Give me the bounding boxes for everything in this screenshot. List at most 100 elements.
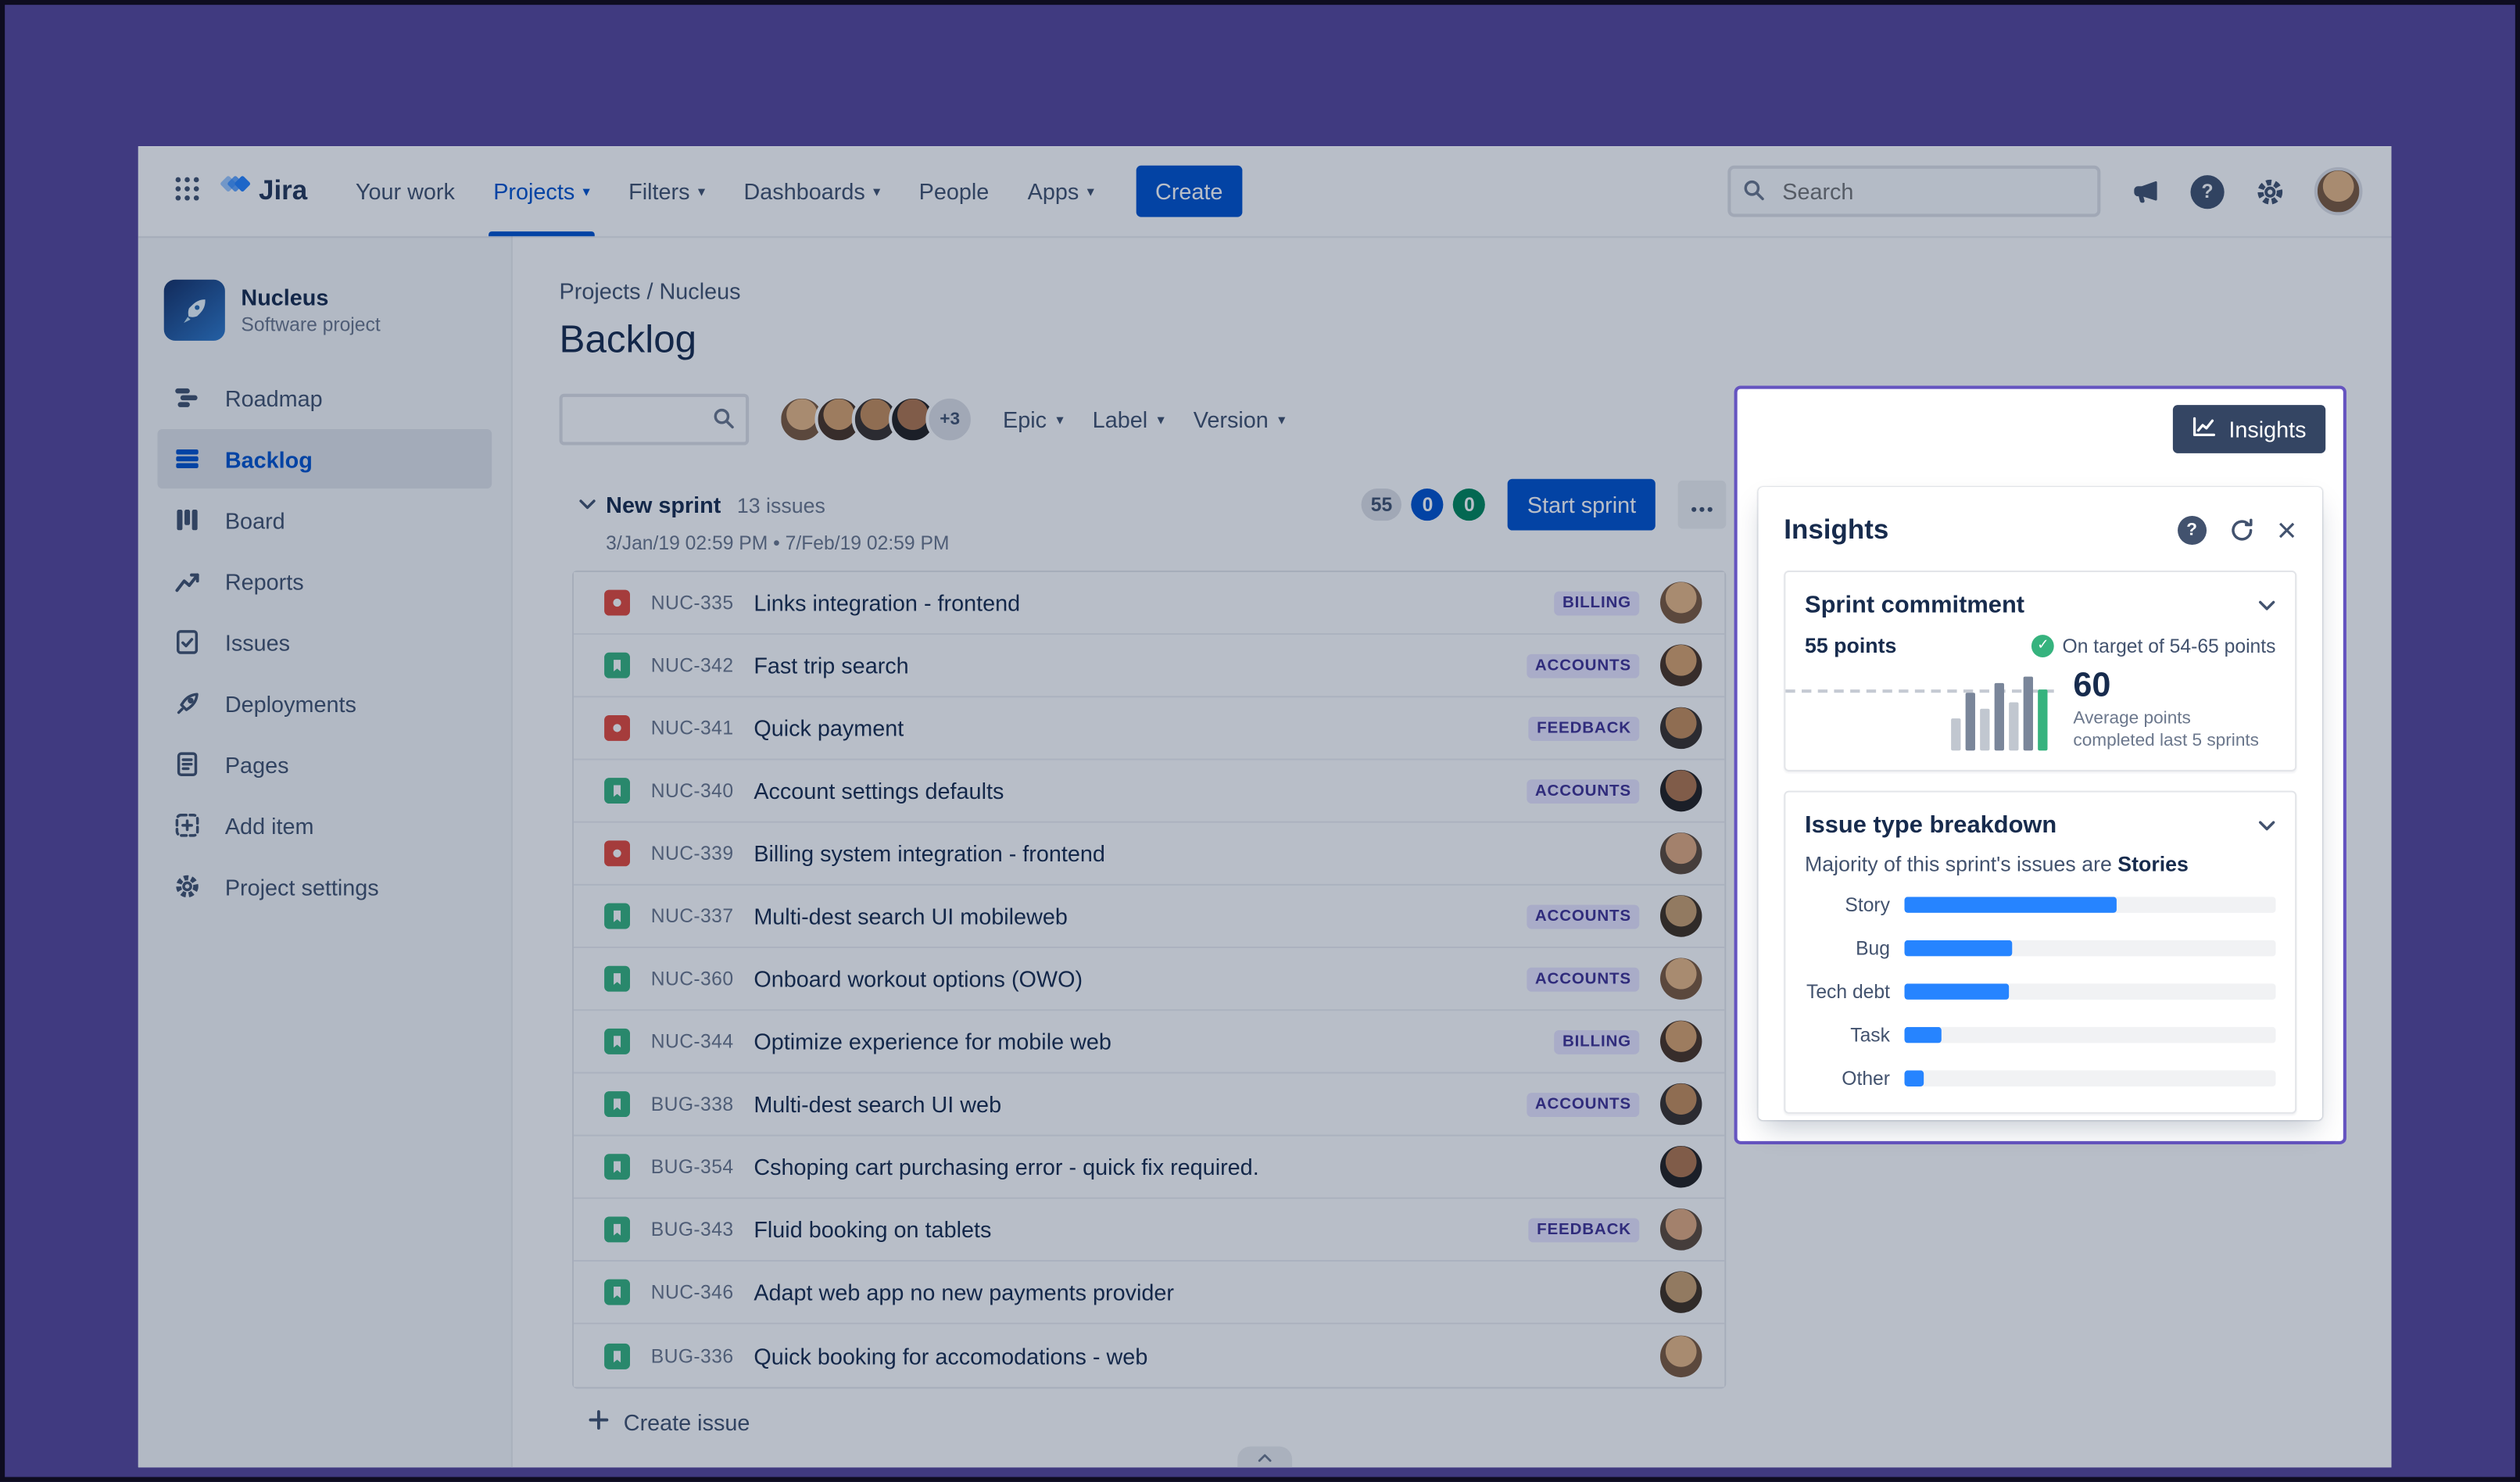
create-issue-button[interactable]: Create issue xyxy=(589,1409,1727,1435)
issue-row[interactable]: BUG-354 Cshoping cart purchasing error -… xyxy=(574,1136,1725,1199)
issue-row[interactable]: NUC-341 Quick payment FEEDBACK xyxy=(574,697,1725,761)
project-sidebar: Nucleus Software project Roadmap Backlog B… xyxy=(138,236,513,1468)
sprint-chart-target-line xyxy=(1785,689,2054,693)
breakdown-track xyxy=(1904,940,2276,957)
issue-key: NUC-337 xyxy=(650,904,734,928)
top-navbar: Jira Your work Projects ▾ Filters ▾ Dashboard… xyxy=(138,146,2392,237)
sidebar-item-backlog[interactable]: Backlog xyxy=(157,428,492,489)
assignee-avatar[interactable] xyxy=(1659,1208,1702,1251)
sprint-chart-bar xyxy=(1980,708,1990,751)
breadcrumb[interactable]: Projects / Nucleus xyxy=(559,277,741,304)
chart-icon xyxy=(2192,417,2216,442)
issue-row[interactable]: NUC-337 Multi-dest search UI mobileweb A… xyxy=(574,885,1725,949)
help-icon[interactable]: ? xyxy=(2177,516,2207,546)
issue-key: NUC-341 xyxy=(650,717,734,739)
nav-item-people[interactable]: People xyxy=(900,146,1008,236)
sprint-more-button[interactable] xyxy=(1677,480,1727,529)
help-icon[interactable]: ? xyxy=(2190,174,2225,209)
assignee-avatar[interactable] xyxy=(1659,769,1702,812)
issue-row[interactable]: NUC-344 Optimize experience for mobile w… xyxy=(574,1011,1725,1074)
refresh-icon[interactable] xyxy=(2228,517,2254,543)
nav-item-projects[interactable]: Projects ▾ xyxy=(474,146,610,237)
assignee-avatar[interactable] xyxy=(1659,644,1702,686)
app-switcher-button[interactable] xyxy=(161,166,213,217)
issue-key: BUG-343 xyxy=(650,1218,734,1241)
chevron-down-icon: ▾ xyxy=(1086,182,1094,199)
sidebar-item-pages[interactable]: Pages xyxy=(157,735,492,794)
assignee-avatar[interactable] xyxy=(1659,1271,1702,1313)
breakdown-row: Other xyxy=(1805,1067,2276,1090)
chevron-down-icon[interactable] xyxy=(2258,599,2276,611)
global-search-input[interactable] xyxy=(1727,165,2101,217)
insights-toggle-button[interactable]: Insights xyxy=(2172,405,2326,453)
project-header[interactable]: Nucleus Software project xyxy=(138,278,511,342)
assignee-avatar[interactable] xyxy=(1659,832,1702,875)
backlog-search[interactable] xyxy=(559,393,750,446)
assignee-avatar[interactable] xyxy=(1659,707,1702,750)
assignee-avatar[interactable] xyxy=(1659,582,1702,624)
sprint-collapse-chevron-icon[interactable] xyxy=(572,498,601,510)
version-filter[interactable]: Version ▾ xyxy=(1193,406,1286,433)
issue-row[interactable]: NUC-342 Fast trip search ACCOUNTS xyxy=(574,635,1725,698)
breakdown-rows: Story Bug Tech debt Task Other xyxy=(1805,893,2276,1090)
issue-key: NUC-360 xyxy=(650,967,734,990)
breakdown-row: Tech debt xyxy=(1805,980,2276,1003)
label-filter[interactable]: Label ▾ xyxy=(1092,406,1165,433)
epic-filter[interactable]: Epic ▾ xyxy=(1003,406,1064,433)
nav-item-dashboards[interactable]: Dashboards ▾ xyxy=(725,146,900,236)
sidebar-item-add-item[interactable]: Add item xyxy=(157,796,492,855)
assignee-avatar[interactable] xyxy=(1659,1083,1702,1126)
create-button[interactable]: Create xyxy=(1136,165,1243,217)
nav-item-filters[interactable]: Filters ▾ xyxy=(609,146,724,236)
start-sprint-button[interactable]: Start sprint xyxy=(1508,478,1656,531)
sprint-name[interactable]: New sprint xyxy=(606,492,721,518)
issue-row[interactable]: BUG-336 Quick booking for accomodations … xyxy=(574,1324,1725,1387)
sidebar-item-issues[interactable]: Issues xyxy=(157,612,492,671)
backlog-search-input[interactable] xyxy=(559,393,750,446)
assignee-avatar[interactable] xyxy=(1659,895,1702,937)
search-icon xyxy=(1742,178,1767,202)
story-icon xyxy=(604,903,630,929)
user-avatar[interactable] xyxy=(2314,166,2363,216)
close-icon[interactable]: × xyxy=(2276,511,2297,549)
breakdown-fill xyxy=(1904,897,2117,913)
sprint-target-status: ✓ On target of 54-65 points xyxy=(2031,634,2275,657)
assignee-avatar[interactable] xyxy=(1659,1020,1702,1063)
chevron-down-icon: ▾ xyxy=(697,182,706,199)
sidebar-item-deployments[interactable]: Deployments xyxy=(157,674,492,733)
check-icon: ✓ xyxy=(2031,634,2055,657)
issue-row[interactable]: NUC-360 Onboard workout options (OWO) AC… xyxy=(574,948,1725,1011)
insights-spotlight: Insights Insights ? × Sprint commitment … xyxy=(1734,385,2346,1144)
gear-icon[interactable] xyxy=(2250,172,2289,210)
issue-row[interactable]: NUC-339 Billing system integration - fro… xyxy=(574,822,1725,886)
nav-item-your-work[interactable]: Your work xyxy=(336,146,474,236)
more-members-badge[interactable]: +3 xyxy=(925,395,975,444)
story-icon xyxy=(604,1279,630,1305)
scroll-indicator[interactable] xyxy=(1237,1446,1293,1468)
global-search[interactable] xyxy=(1727,165,2101,217)
assignee-avatar[interactable] xyxy=(1659,958,1702,1000)
sidebar-item-project-settings[interactable]: Project settings xyxy=(157,857,492,916)
sprint-points: 55 points xyxy=(1805,633,1897,657)
issue-row[interactable]: NUC-346 Adapt web app no new payments pr… xyxy=(574,1262,1725,1325)
assignee-avatar[interactable] xyxy=(1659,1146,1702,1188)
issue-key: NUC-335 xyxy=(650,591,734,614)
megaphone-icon[interactable] xyxy=(2126,172,2164,210)
issue-row[interactable]: NUC-335 Links integration - frontend BIL… xyxy=(574,571,1725,635)
nav-item-apps[interactable]: Apps ▾ xyxy=(1008,146,1114,236)
issue-row[interactable]: NUC-340 Account settings defaults ACCOUN… xyxy=(574,760,1725,823)
sidebar-item-roadmap[interactable]: Roadmap xyxy=(157,368,492,428)
more-options-icon xyxy=(1691,492,1713,517)
add-item-icon xyxy=(170,809,202,841)
issue-row[interactable]: BUG-338 Multi-dest search UI web ACCOUNT… xyxy=(574,1073,1725,1137)
sidebar-item-board[interactable]: Board xyxy=(157,490,492,549)
sidebar-item-reports[interactable]: Reports xyxy=(157,551,492,610)
assignee-avatar[interactable] xyxy=(1659,1334,1702,1377)
issue-row[interactable]: BUG-343 Fluid booking on tablets FEEDBAC… xyxy=(574,1198,1725,1262)
average-points-value: 60 xyxy=(2073,667,2111,704)
jira-logo[interactable]: Jira xyxy=(219,171,307,211)
issue-label-badge: BILLING xyxy=(1554,590,1640,615)
breakdown-track xyxy=(1904,897,2276,913)
sprint-chart-bar xyxy=(2023,676,2033,751)
chevron-down-icon[interactable] xyxy=(2258,819,2276,832)
